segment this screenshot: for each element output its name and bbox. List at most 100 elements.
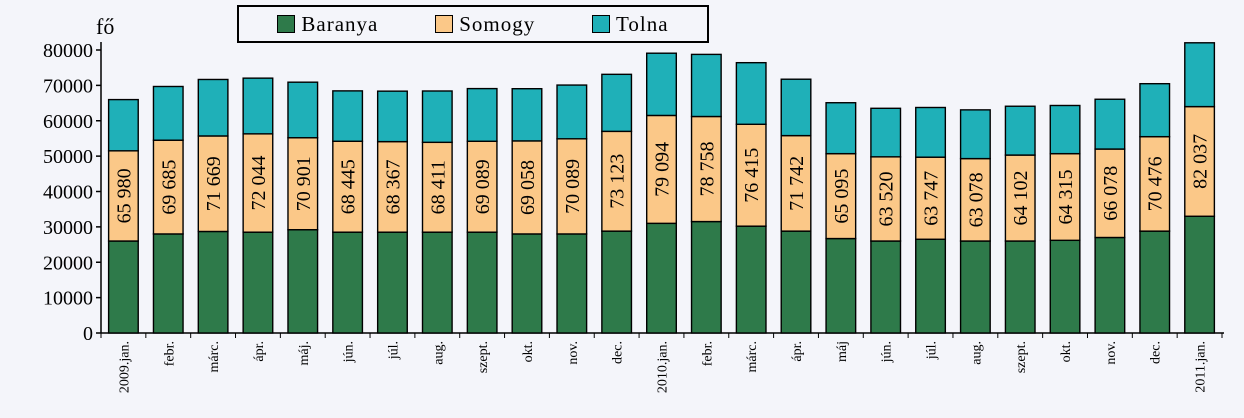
data-label-total: 68 411 xyxy=(427,160,449,214)
bar-somogy xyxy=(511,140,543,235)
x-tick-label: febr. xyxy=(162,341,177,366)
bar-somogy xyxy=(1049,152,1081,242)
bar-tolna xyxy=(646,52,677,117)
x-tick-label: máj. xyxy=(297,341,312,366)
x-tick-label: ápr. xyxy=(252,341,267,362)
legend: Baranya Somogy Tolna xyxy=(237,5,709,43)
bar-tolna xyxy=(1184,42,1216,108)
data-label-total: 68 367 xyxy=(382,159,404,214)
data-label-total: 82 037 xyxy=(1190,134,1212,189)
bar-tolna xyxy=(959,109,991,160)
bar-tolna xyxy=(1049,104,1081,155)
bar-tolna xyxy=(287,81,319,139)
bar-baranya xyxy=(287,229,319,334)
bar-somogy xyxy=(376,140,408,233)
x-tick-label: dec. xyxy=(1149,341,1164,364)
y-tick-label: 50000 xyxy=(43,146,93,168)
bar-tolna xyxy=(197,78,229,137)
bar-tolna xyxy=(825,102,857,155)
data-label-total: 70 089 xyxy=(562,159,584,214)
x-tick-label: 2009.jan. xyxy=(117,341,132,393)
bar-baranya xyxy=(1184,215,1216,334)
legend-item-somogy: Somogy xyxy=(435,12,535,37)
data-label-total: 70 476 xyxy=(1145,156,1167,211)
data-label-total: 64 315 xyxy=(1055,169,1077,224)
bar-tolna xyxy=(152,85,184,141)
legend-swatch-tolna xyxy=(592,15,611,33)
bar-somogy xyxy=(915,156,947,240)
x-tick-label: aug. xyxy=(969,341,984,365)
bar-tolna xyxy=(1094,98,1126,150)
bar-baranya xyxy=(242,231,274,334)
bar-baranya xyxy=(870,240,902,334)
x-tick-label: aug. xyxy=(431,341,446,365)
bar-tolna xyxy=(780,78,812,137)
x-tick-label: nov. xyxy=(1104,341,1119,365)
x-tick-label: nov. xyxy=(566,341,581,365)
y-tick-label: 30000 xyxy=(43,217,93,239)
data-label-total: 76 415 xyxy=(741,148,763,203)
bar-tolna xyxy=(376,90,408,143)
x-tick-label: szept. xyxy=(476,341,491,373)
data-label-total: 66 078 xyxy=(1100,166,1122,221)
bar-tolna xyxy=(1139,82,1171,138)
bar-baranya xyxy=(511,233,543,334)
data-label-total: 63 520 xyxy=(876,171,898,226)
bar-baranya xyxy=(825,237,857,334)
bar-baranya xyxy=(376,231,408,334)
bar-somogy xyxy=(466,140,498,233)
x-tick-label: okt. xyxy=(1059,341,1074,362)
bar-somogy xyxy=(646,114,677,225)
bar-tolna xyxy=(556,84,588,140)
data-label-total: 63 078 xyxy=(965,172,987,227)
bar-baranya xyxy=(332,231,364,334)
y-tick-label: 80000 xyxy=(43,40,93,62)
bar-baranya xyxy=(959,240,991,334)
legend-label-tolna: Tolna xyxy=(616,11,669,36)
bar-somogy xyxy=(1184,105,1216,217)
legend-swatch-somogy xyxy=(435,15,454,33)
y-tick-label: 70000 xyxy=(43,75,93,97)
bar-baranya xyxy=(646,222,677,334)
x-tick-label: dec. xyxy=(611,341,626,364)
data-label-total: 70 901 xyxy=(293,156,315,211)
bar-somogy xyxy=(332,140,364,233)
bar-somogy xyxy=(1004,154,1036,242)
bar-baranya xyxy=(466,231,498,334)
data-label-total: 73 123 xyxy=(607,154,629,209)
bar-baranya xyxy=(690,220,722,334)
bar-tolna xyxy=(601,73,633,133)
data-label-total: 79 094 xyxy=(652,142,674,197)
bar-somogy xyxy=(780,134,812,232)
bar-somogy xyxy=(825,152,857,240)
legend-swatch-baranya xyxy=(277,15,296,33)
x-tick-label: júl. xyxy=(925,341,940,360)
x-tick-label: szept. xyxy=(1014,341,1029,373)
bar-baranya xyxy=(1139,230,1171,334)
bar-tolna xyxy=(870,107,902,158)
bar-tolna xyxy=(421,90,453,144)
bar-baranya xyxy=(197,230,229,334)
data-label-total: 71 669 xyxy=(203,156,225,211)
legend-label-baranya: Baranya xyxy=(301,11,379,36)
bar-somogy xyxy=(601,130,633,232)
x-tick-label: okt. xyxy=(521,341,536,362)
legend-item-tolna: Tolna xyxy=(592,12,669,37)
data-label-total: 78 758 xyxy=(696,142,718,197)
data-label-total: 68 445 xyxy=(338,159,360,214)
data-label-total: 63 747 xyxy=(921,171,943,226)
bar-somogy xyxy=(287,137,319,231)
data-label-total: 69 058 xyxy=(517,160,539,215)
x-tick-label: 2010.jan. xyxy=(656,341,671,393)
x-tick-label: márc. xyxy=(745,341,760,372)
bar-tolna xyxy=(107,98,139,152)
data-label-total: 64 102 xyxy=(1010,171,1032,226)
bar-tolna xyxy=(690,53,722,118)
data-label-total: 69 089 xyxy=(472,159,494,214)
bar-tolna xyxy=(1004,105,1036,156)
x-tick-label: jún. xyxy=(342,341,357,363)
bar-tolna xyxy=(466,87,498,142)
x-tick-label: febr. xyxy=(700,341,715,366)
y-axis-unit-label: fő xyxy=(96,14,115,39)
x-tick-label: júl. xyxy=(386,341,401,360)
